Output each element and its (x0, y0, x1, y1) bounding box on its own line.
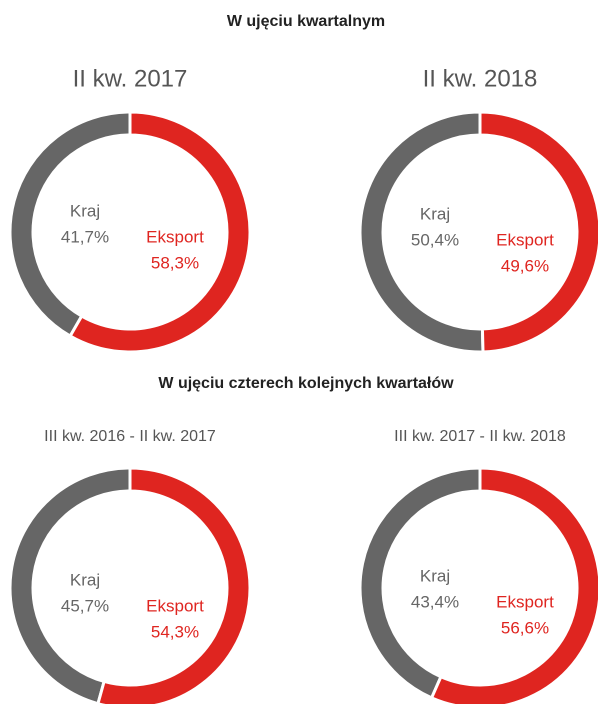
value-label: 56,6% (501, 618, 549, 637)
category-label: Kraj (70, 201, 100, 220)
donut-segment (96, 466, 252, 704)
section-heading: W ujęciu czterech kolejnych kwartałów (158, 375, 454, 392)
section-heading: W ujęciu kwartalnym (227, 13, 385, 30)
category-label: Kraj (70, 570, 100, 589)
chart-title: II kw. 2018 (423, 65, 538, 92)
value-label: 54,3% (151, 622, 199, 641)
value-label: 43,4% (411, 592, 459, 611)
value-label: 49,6% (501, 256, 549, 275)
value-label: 50,4% (411, 230, 459, 249)
category-label: Eksport (146, 596, 204, 615)
category-label: Eksport (146, 227, 204, 246)
donut-segment (478, 110, 598, 354)
chart-title: III kw. 2017 - II kw. 2018 (394, 428, 566, 445)
category-label: Eksport (496, 230, 554, 249)
value-label: 45,7% (61, 596, 109, 615)
chart-title: II kw. 2017 (73, 65, 188, 92)
donut-segment (68, 110, 252, 354)
value-label: 58,3% (151, 253, 199, 272)
category-label: Eksport (496, 592, 554, 611)
donut-segment (429, 466, 598, 704)
chart-title: III kw. 2016 - II kw. 2017 (44, 428, 216, 445)
category-label: Kraj (420, 204, 450, 223)
donut-segment (8, 110, 132, 339)
value-label: 41,7% (61, 227, 109, 246)
category-label: Kraj (420, 566, 450, 585)
